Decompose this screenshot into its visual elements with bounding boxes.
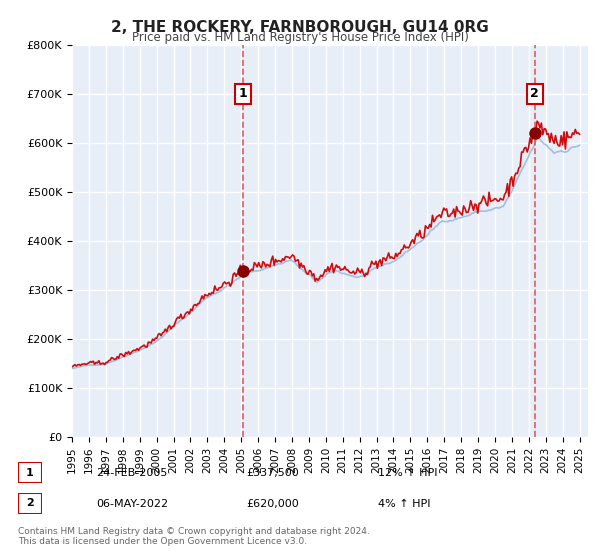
Text: Price paid vs. HM Land Registry's House Price Index (HPI): Price paid vs. HM Land Registry's House … <box>131 31 469 44</box>
Text: 2, THE ROCKERY, FARNBOROUGH, GU14 0RG: 2, THE ROCKERY, FARNBOROUGH, GU14 0RG <box>111 20 489 35</box>
FancyBboxPatch shape <box>18 462 42 483</box>
Text: Contains HM Land Registry data © Crown copyright and database right 2024.
This d: Contains HM Land Registry data © Crown c… <box>18 526 370 546</box>
Text: 1: 1 <box>26 468 34 478</box>
Text: 1: 1 <box>239 87 248 100</box>
Text: 24-FEB-2005: 24-FEB-2005 <box>96 468 167 478</box>
Text: £620,000: £620,000 <box>246 499 299 509</box>
Text: £337,500: £337,500 <box>246 468 299 478</box>
FancyBboxPatch shape <box>18 493 42 514</box>
Text: 2: 2 <box>26 498 34 508</box>
Text: 2: 2 <box>530 87 539 100</box>
Text: 06-MAY-2022: 06-MAY-2022 <box>96 499 168 509</box>
Text: 12% ↑ HPI: 12% ↑ HPI <box>378 468 437 478</box>
Text: 4% ↑ HPI: 4% ↑ HPI <box>378 499 431 509</box>
